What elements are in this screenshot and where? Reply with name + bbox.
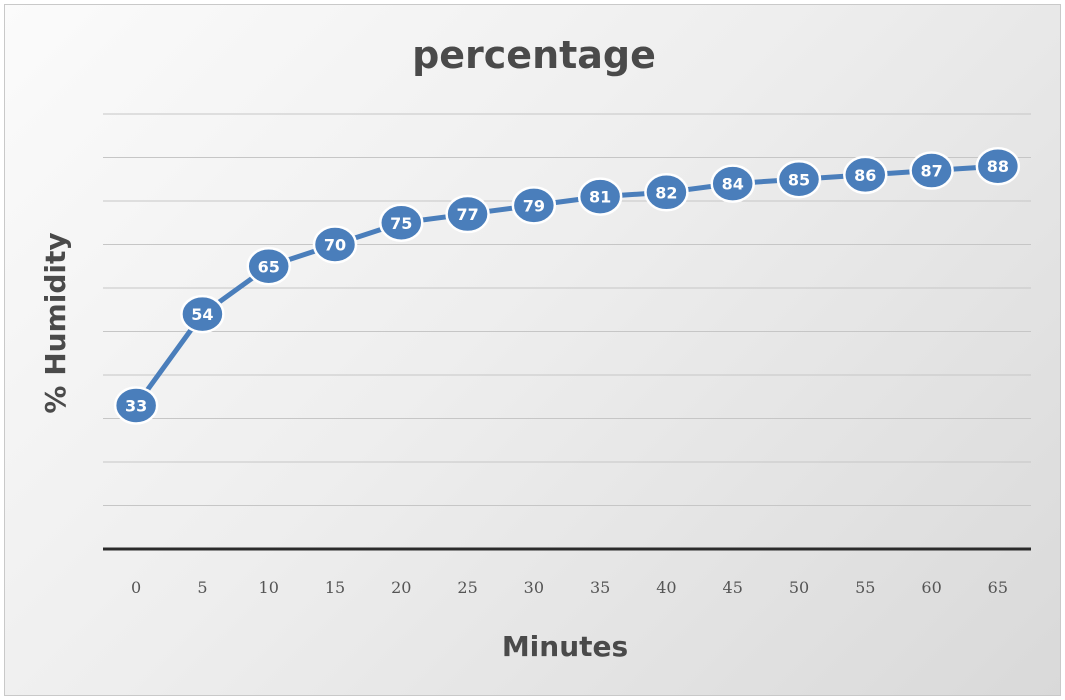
data-point xyxy=(511,186,557,225)
x-tick-label: 10 xyxy=(259,578,279,597)
x-tick-label: 65 xyxy=(988,578,1008,597)
humidity-line-chart: percentage % Humidity Minutes 0 5 10 15 20 25… xyxy=(39,33,1031,663)
x-tick-label: 60 xyxy=(921,578,941,597)
x-axis-title: Minutes xyxy=(502,630,628,663)
series-line xyxy=(133,163,1001,408)
x-tick-label: 45 xyxy=(723,578,743,597)
gridlines xyxy=(103,113,1031,551)
data-label: 85 xyxy=(788,170,810,189)
data-point xyxy=(312,225,358,264)
data-point xyxy=(180,294,225,334)
data-label: 70 xyxy=(324,236,346,255)
data-point xyxy=(843,155,888,195)
x-tick-label: 0 xyxy=(131,578,141,597)
chart-frame: percentage % Humidity Minutes 0 5 10 15 20 25… xyxy=(4,4,1061,696)
x-tick-label: 55 xyxy=(855,578,875,597)
data-point xyxy=(445,194,490,234)
data-point xyxy=(577,177,623,216)
chart-title: percentage xyxy=(412,33,656,77)
data-label: 81 xyxy=(589,188,611,207)
data-point xyxy=(113,386,159,425)
data-point xyxy=(975,146,1021,186)
data-label: 75 xyxy=(390,214,412,233)
data-label: 65 xyxy=(258,257,280,276)
x-tick-label: 25 xyxy=(457,578,477,597)
data-point xyxy=(776,160,822,199)
x-tick-label: 35 xyxy=(590,578,610,597)
x-tick-label: 50 xyxy=(789,578,809,597)
data-point xyxy=(246,247,291,286)
x-tick-label: 15 xyxy=(325,578,345,597)
data-point xyxy=(909,151,954,190)
x-tick-label: 30 xyxy=(524,578,544,597)
data-label: 87 xyxy=(920,162,942,181)
x-tick-label: 20 xyxy=(391,578,411,597)
data-label: 84 xyxy=(722,175,744,194)
data-label: 82 xyxy=(655,183,677,202)
x-axis-ticks: 0 5 10 15 20 25 30 35 40 45 50 55 60 65 xyxy=(131,578,1008,597)
data-label: 88 xyxy=(987,157,1009,176)
data-label: 86 xyxy=(854,166,876,185)
data-label: 77 xyxy=(456,205,478,224)
data-label: 54 xyxy=(191,305,213,324)
data-label: 33 xyxy=(125,396,147,415)
data-point xyxy=(710,164,755,203)
data-label: 79 xyxy=(523,196,545,215)
x-tick-label: 40 xyxy=(656,578,676,597)
y-axis-title: % Humidity xyxy=(39,232,72,413)
data-point xyxy=(379,203,424,242)
series-group: 33 54 65 70 75 77 79 81 82 84 85 86 87 88 xyxy=(113,146,1021,425)
x-tick-label: 5 xyxy=(197,578,207,597)
data-point xyxy=(644,173,689,212)
